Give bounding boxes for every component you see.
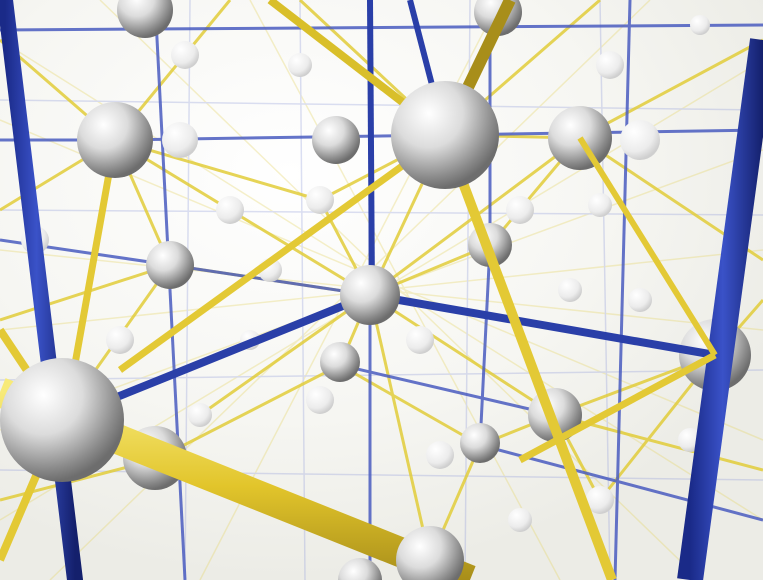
atom (338, 558, 382, 580)
atom (77, 102, 153, 178)
blue-rod (677, 38, 763, 580)
near-atoms (0, 81, 499, 580)
blue-rod (0, 0, 83, 580)
yellow-rod (518, 351, 717, 464)
atom-center (340, 265, 400, 325)
atom (146, 241, 194, 289)
atom-large (391, 81, 499, 189)
far-atoms (21, 15, 710, 532)
yellow-rod (440, 133, 617, 580)
yellow-rod (117, 132, 448, 373)
blue-rod (367, 0, 375, 296)
atom-large (0, 358, 124, 482)
blue-rod (369, 291, 716, 359)
atom (396, 526, 464, 580)
yellow-rod (577, 136, 718, 357)
atom (117, 0, 173, 38)
atom (460, 423, 500, 463)
atom (312, 116, 360, 164)
atom (320, 342, 360, 382)
